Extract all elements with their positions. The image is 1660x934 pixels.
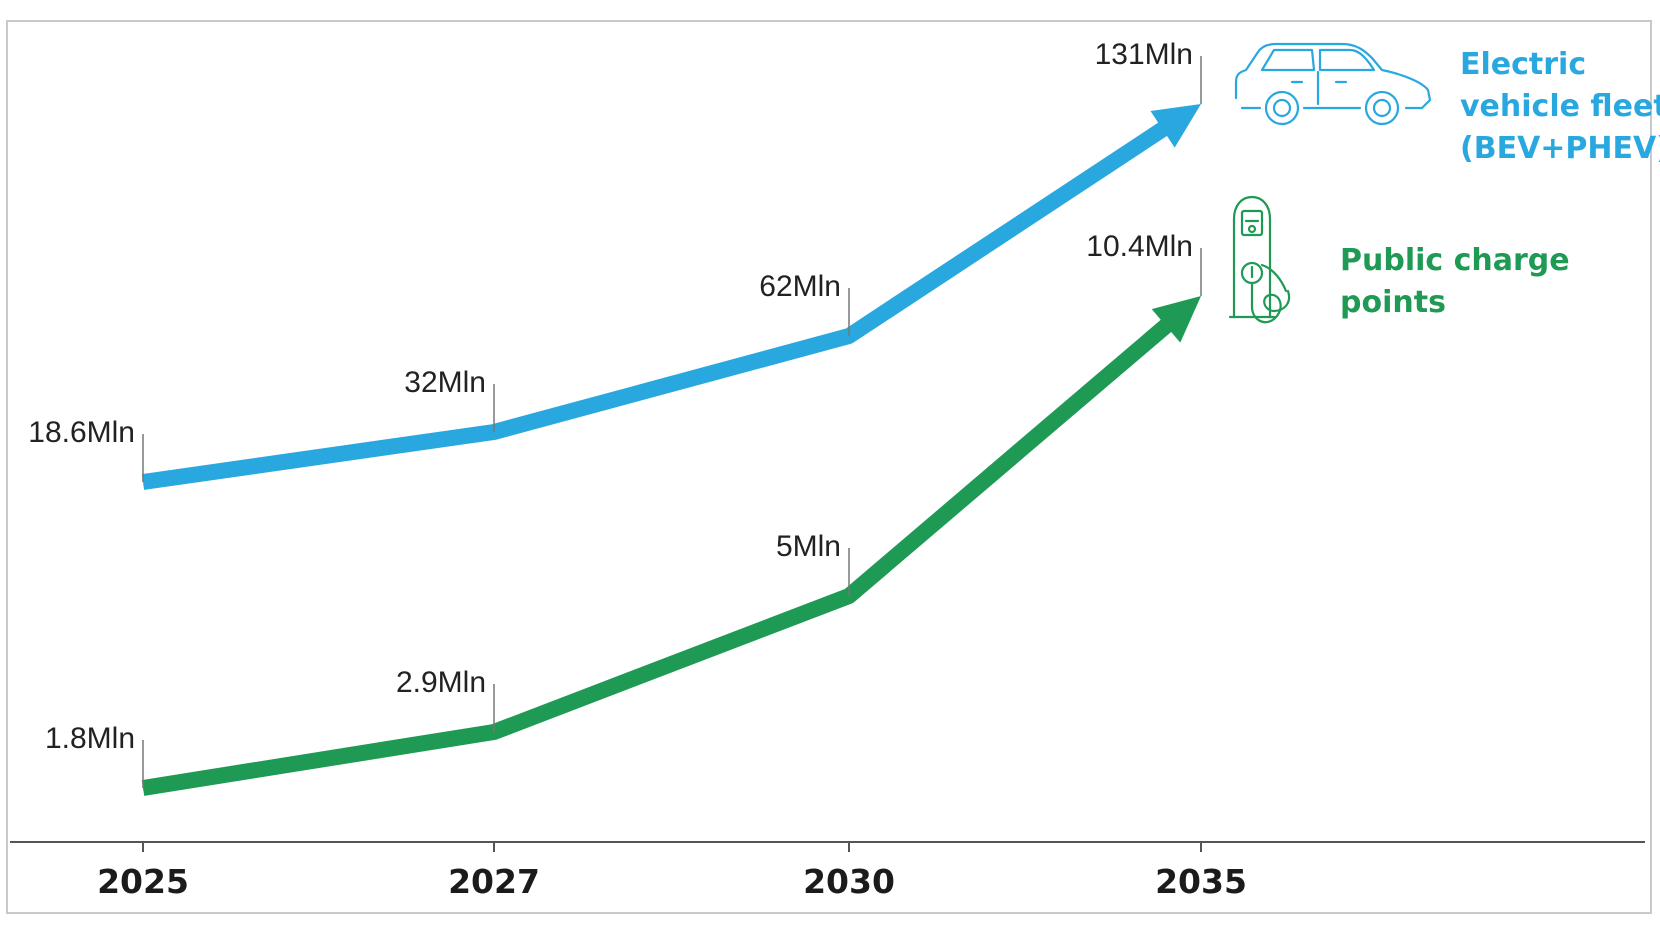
x-axis-ticks xyxy=(142,842,1202,852)
data-label: 2.9Mln xyxy=(396,666,486,699)
legend-label-ev-line-2: vehicle fleet xyxy=(1460,89,1660,124)
series-arrowhead xyxy=(1151,296,1201,343)
data-label: 5Mln xyxy=(776,530,841,563)
x-tick-label: 2035 xyxy=(1155,862,1247,901)
data-label: 18.6Mln xyxy=(28,416,135,449)
data-label: 62Mln xyxy=(759,270,841,303)
data-label: 1.8Mln xyxy=(45,722,135,755)
legend-label-ev-line-1: Electric xyxy=(1460,47,1586,82)
legend-label-charge-line-2: points xyxy=(1340,285,1446,320)
data-label: 10.4Mln xyxy=(1086,230,1193,263)
data-label: 32Mln xyxy=(404,366,486,399)
x-tick-label: 2025 xyxy=(97,862,189,901)
legend-label-charge-line-1: Public charge xyxy=(1340,243,1570,278)
series-lines xyxy=(141,104,1201,796)
x-tick-label: 2030 xyxy=(803,862,895,901)
legend-label-ev-line-3: (BEV+PHEV) xyxy=(1460,131,1660,166)
series-line xyxy=(141,317,1175,796)
charging-station-icon xyxy=(1228,195,1291,324)
series-line xyxy=(141,120,1171,490)
data-label: 131Mln xyxy=(1095,38,1193,71)
data-labels: 18.6Mln 32Mln 62Mln 131Mln 1.8Mln 2.9Mln 5Mln 1… xyxy=(28,38,1202,788)
legend-ev-fleet: Electric vehicle fleet (BEV+PHEV) xyxy=(1234,42,1660,166)
series-arrowhead xyxy=(1150,104,1201,148)
car-icon xyxy=(1234,42,1432,126)
x-axis-tick-labels: 2025 2027 2030 2035 xyxy=(97,862,1247,901)
x-tick-label: 2027 xyxy=(448,862,540,901)
legend-charge-points: Public charge points xyxy=(1228,195,1570,324)
